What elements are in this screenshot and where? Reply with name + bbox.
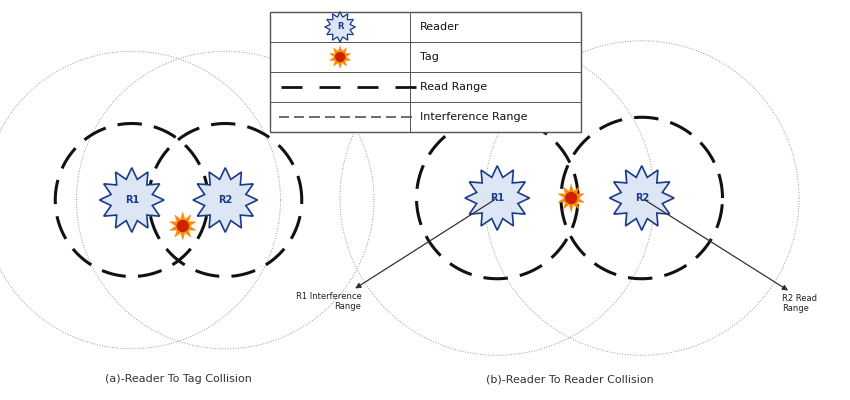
Polygon shape bbox=[99, 168, 164, 232]
Text: R1: R1 bbox=[125, 195, 139, 205]
Text: R2: R2 bbox=[635, 193, 649, 203]
Text: (a)-Reader To Tag Collision: (a)-Reader To Tag Collision bbox=[105, 374, 252, 384]
Text: R1: R1 bbox=[490, 193, 504, 203]
Text: Interference Range: Interference Range bbox=[420, 112, 528, 122]
Ellipse shape bbox=[335, 52, 345, 62]
Bar bbox=[270, 12, 581, 132]
Polygon shape bbox=[558, 184, 584, 212]
Polygon shape bbox=[170, 212, 196, 240]
Text: R: R bbox=[337, 22, 343, 32]
Ellipse shape bbox=[566, 192, 576, 204]
Polygon shape bbox=[609, 166, 674, 230]
Text: R2: R2 bbox=[218, 195, 232, 205]
Polygon shape bbox=[465, 166, 530, 230]
Polygon shape bbox=[193, 168, 258, 232]
Polygon shape bbox=[330, 46, 350, 68]
Ellipse shape bbox=[178, 220, 188, 232]
Text: (b)-Reader To Reader Collision: (b)-Reader To Reader Collision bbox=[485, 374, 654, 384]
Text: Reader: Reader bbox=[420, 22, 460, 32]
Text: Read Range: Read Range bbox=[420, 82, 487, 92]
Text: Tag: Tag bbox=[420, 52, 439, 62]
Polygon shape bbox=[325, 12, 355, 42]
Text: R2 Read
Range: R2 Read Range bbox=[782, 294, 817, 314]
Text: R1 Interference
Range: R1 Interference Range bbox=[296, 292, 361, 311]
